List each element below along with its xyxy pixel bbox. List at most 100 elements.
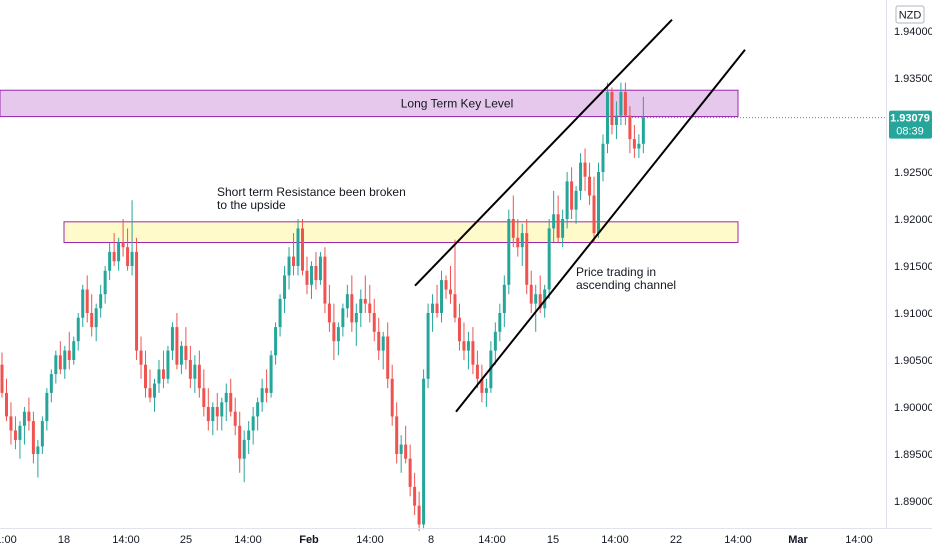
price-axis[interactable]: 1.94000 1.93500 1.92500 1.92000 1.91500 1.910… [894,26,932,508]
candle-body[interactable] [197,364,201,389]
candle-body[interactable] [413,486,417,506]
candle-body[interactable] [238,425,242,459]
candle-body[interactable] [157,369,161,384]
candle-body[interactable] [72,341,76,360]
candle-body[interactable] [13,430,17,440]
candle-body[interactable] [90,313,94,328]
candle-body[interactable] [336,327,340,342]
candle-body[interactable] [332,322,336,342]
candle-body[interactable] [224,392,228,403]
candle-body[interactable] [395,416,399,454]
candle-body[interactable] [40,421,44,447]
candle-body[interactable] [36,446,40,454]
candle-body[interactable] [556,214,560,238]
candle-body[interactable] [161,369,165,379]
candle-body[interactable] [381,336,385,351]
candle-body[interactable] [435,303,439,313]
long-term-key-level-zone[interactable] [0,89,739,118]
candle-body[interactable] [152,383,156,398]
candle-body[interactable] [457,317,461,342]
candle-body[interactable] [148,388,152,398]
candle-body[interactable] [22,411,26,426]
currency-badge[interactable] [895,5,925,24]
candle-body[interactable] [605,92,609,144]
candle-body[interactable] [623,92,627,116]
candle-body[interactable] [274,327,278,356]
candle-body[interactable] [269,355,273,393]
candle-body[interactable] [215,407,219,417]
candle-body[interactable] [296,228,300,266]
candle-body[interactable] [565,181,569,219]
candle-body[interactable] [103,270,107,295]
candle-body[interactable] [377,331,381,351]
candle-body[interactable] [471,341,475,365]
candle-body[interactable] [144,364,148,389]
candle-body[interactable] [283,275,287,299]
current-price-badge[interactable]: 1.93079 08:39 [889,110,932,139]
candle-body[interactable] [453,294,457,318]
candle-body[interactable] [466,341,470,351]
candle-body[interactable] [256,402,260,417]
candle-body[interactable] [561,219,565,238]
candle-body[interactable] [99,294,103,309]
candle-body[interactable] [507,219,511,285]
candle-body[interactable] [484,388,488,393]
candle-body[interactable] [54,355,58,375]
candle-body[interactable] [431,303,435,313]
candle-body[interactable] [462,341,466,351]
candle-body[interactable] [493,331,497,351]
candle-body[interactable] [619,92,623,116]
candle-body[interactable] [570,181,574,210]
candle-body[interactable] [202,388,206,407]
candle-body[interactable] [632,139,636,149]
candle-body[interactable] [323,256,327,304]
candle-body[interactable] [502,284,506,313]
candle-body[interactable] [641,117,645,144]
time-axis[interactable]: 1:00 18 14:00 25 14:00 Feb 14:00 8 14:00 15 14:00 2… [0,534,873,546]
candle-body[interactable] [386,336,390,379]
candle-body[interactable] [601,143,605,172]
candle-body[interactable] [390,378,394,417]
candle-body[interactable] [166,350,170,379]
candle-body[interactable] [610,92,614,125]
candle-body[interactable] [422,378,426,525]
candle-body[interactable] [184,345,188,360]
candle-body[interactable] [9,416,13,431]
candle-body[interactable] [0,364,4,393]
candle-body[interactable] [45,392,49,422]
candle-body[interactable] [292,256,296,266]
candle-body[interactable] [220,402,224,417]
candle-body[interactable] [440,280,444,313]
candle-body[interactable] [193,364,197,379]
candle-body[interactable] [139,350,143,365]
candle-body[interactable] [229,392,233,412]
candle-body[interactable] [58,355,62,370]
plot-area[interactable] [0,0,886,528]
candle-body[interactable] [426,313,430,379]
candle-body[interactable] [251,416,255,431]
candle-body[interactable] [63,350,67,370]
candle-body[interactable] [350,294,354,323]
candle-body[interactable] [287,256,291,276]
candle-body[interactable] [49,374,53,393]
candle-body[interactable] [126,247,130,266]
candle-body[interactable] [206,407,210,422]
candle-body[interactable] [408,458,412,487]
candle-body[interactable] [4,392,8,417]
candle-body[interactable] [372,313,376,332]
candle-body[interactable] [579,162,583,191]
candle-body[interactable] [31,421,35,454]
candle-body[interactable] [588,176,592,196]
candle-body[interactable] [242,439,246,459]
candle-body[interactable] [175,327,179,365]
candle-body[interactable] [574,190,578,210]
candle-body[interactable] [547,228,551,290]
candle-body[interactable] [520,233,524,248]
candle-body[interactable] [637,143,641,149]
candle-body[interactable] [85,289,89,314]
candle-body[interactable] [188,360,192,379]
candle-body[interactable] [112,251,116,262]
candle-body[interactable] [525,233,529,285]
candle-body[interactable] [359,298,363,313]
